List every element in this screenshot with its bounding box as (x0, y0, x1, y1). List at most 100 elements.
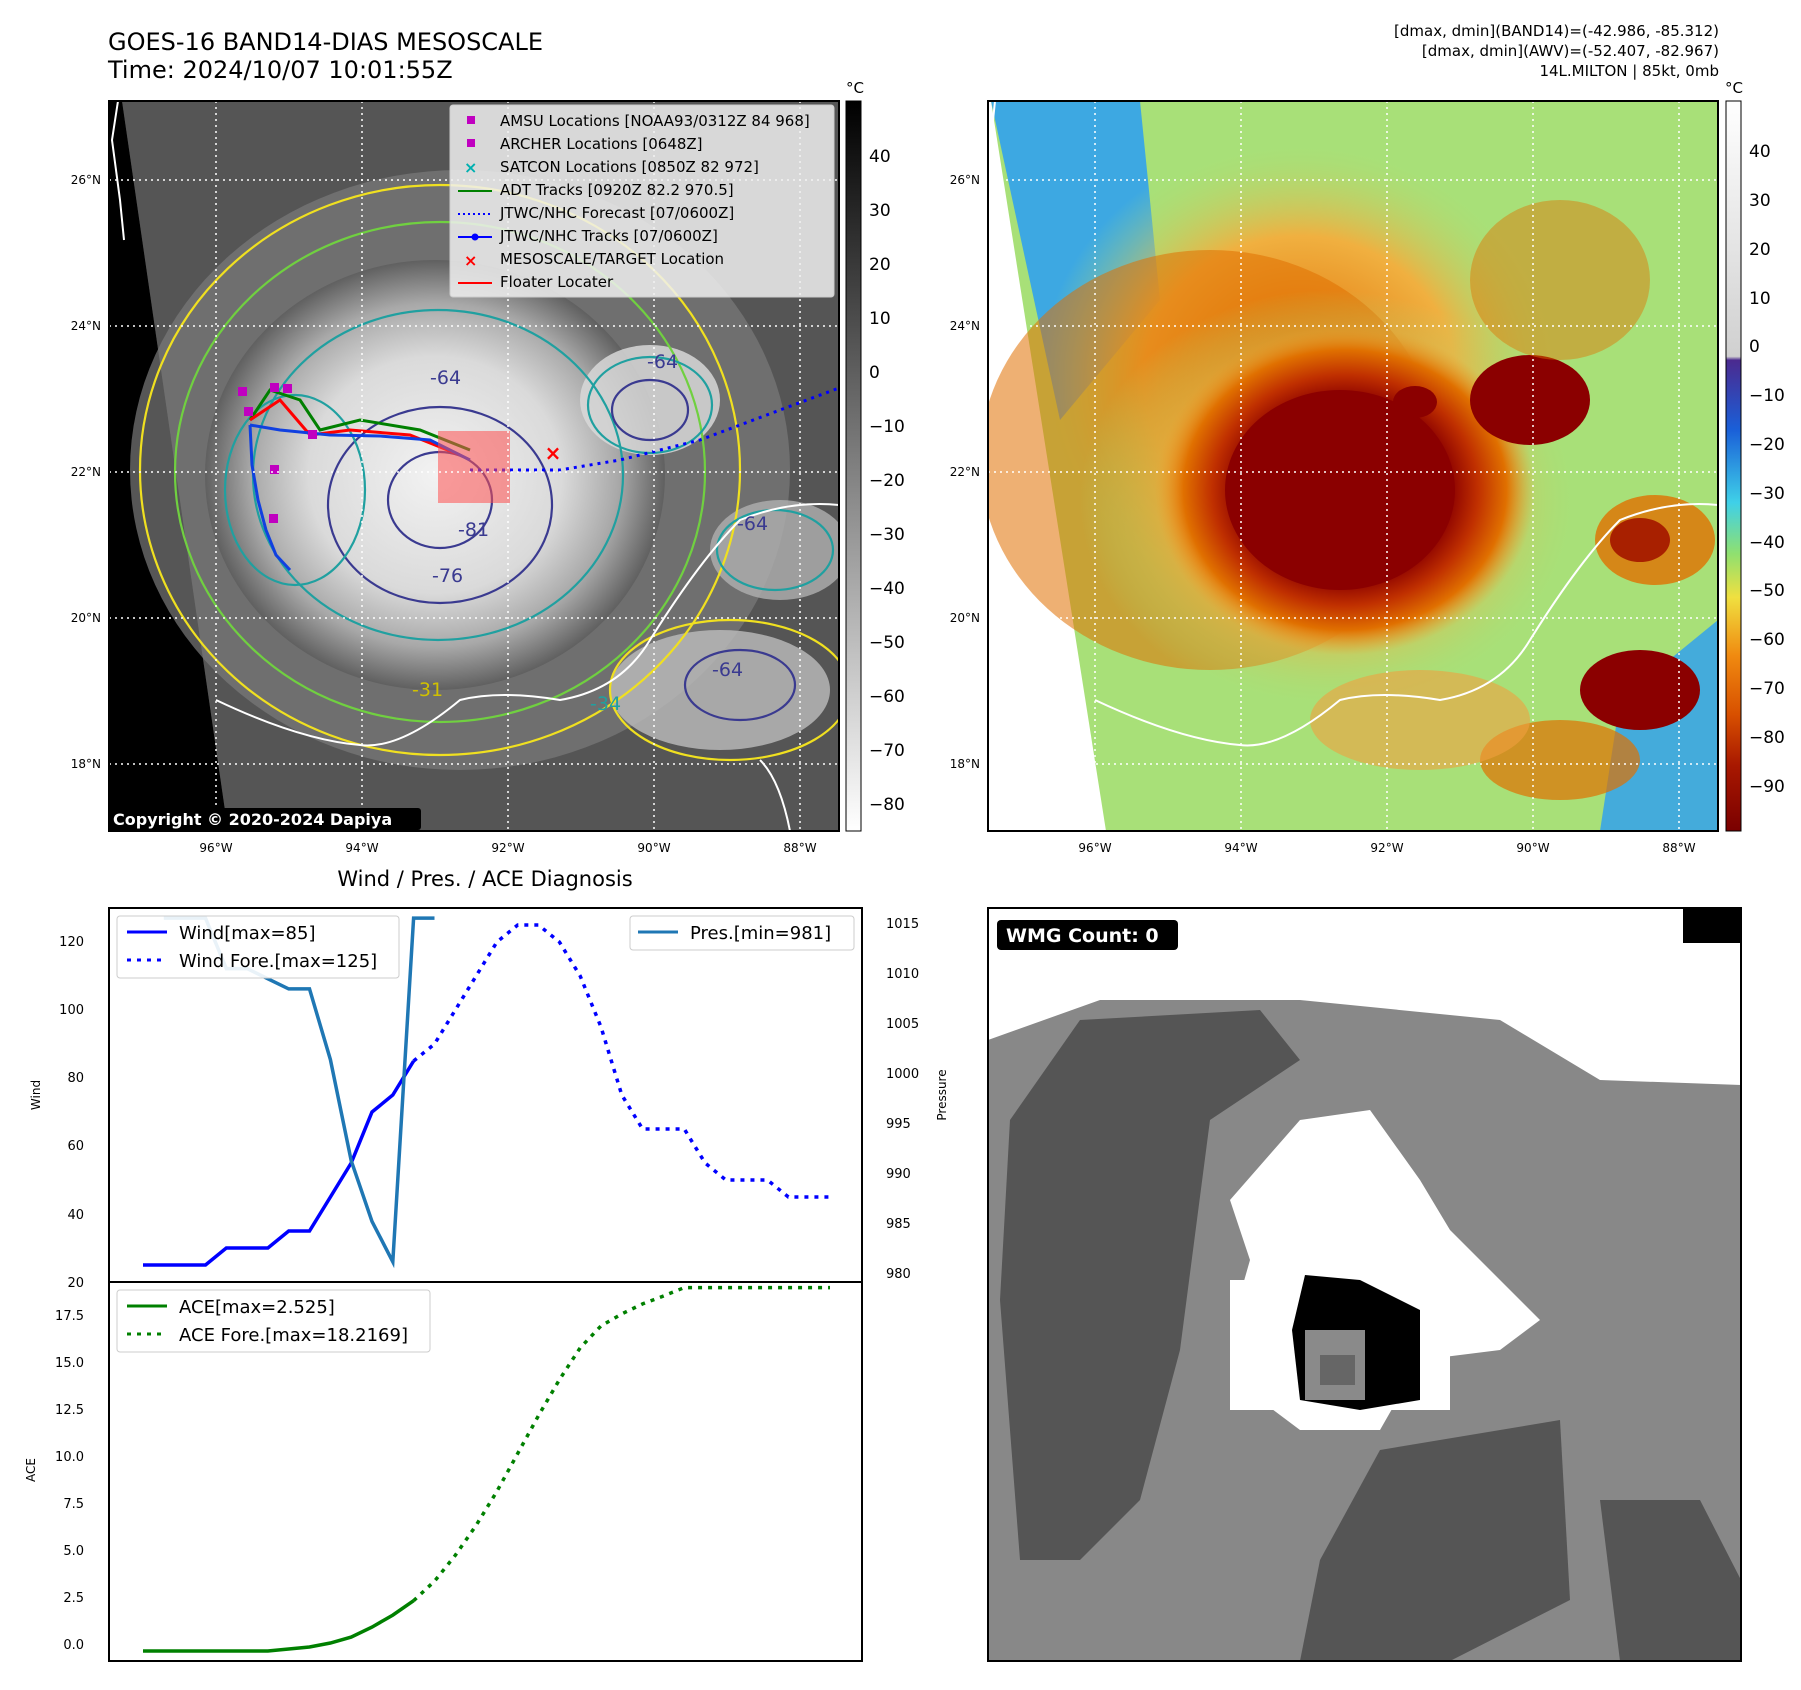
lon-label: 94°W (345, 841, 378, 855)
wind-line (143, 1060, 416, 1267)
pressure-tick: 990 (886, 1167, 911, 1182)
wmg-badge-text: WMG Count: 0 (1006, 925, 1159, 947)
awv-map-frame (987, 100, 1719, 832)
colorbar-tick: −90 (1749, 777, 1785, 797)
wind-tick: 80 (67, 1071, 84, 1086)
legend-marker-archer (467, 139, 475, 147)
lon-label: 96°W (1078, 841, 1111, 855)
colorbar-tick: −80 (869, 795, 905, 815)
wind-panel-title: Wind / Pres. / ACE Diagnosis (337, 867, 632, 891)
lon-label: 90°W (637, 841, 670, 855)
colorbar-tick: −70 (1749, 679, 1785, 699)
lon-label: 90°W (1516, 841, 1549, 855)
legend-entry-adt: ADT Tracks [0920Z 82.2 970.5] (500, 181, 734, 199)
colorbar-tick: −20 (1749, 435, 1785, 455)
wmg-panel (988, 908, 1741, 1661)
info-storm: 14L.MILTON | 85kt, 0mb (1539, 62, 1719, 80)
ir-map-panel: × (109, 101, 839, 831)
colorbar-tick: 0 (1749, 337, 1760, 357)
colorbar-tick: −20 (869, 471, 905, 491)
colorbar-tick: 20 (869, 255, 891, 275)
legend-entry-floater: Floater Locater (500, 273, 614, 291)
lon-label: 96°W (199, 841, 232, 855)
info-band14: [dmax, dmin](BAND14)=(-42.986, -85.312) (1394, 22, 1719, 40)
contour-labels: -64 -81 -76 -64 -64 -31 -34 -64 (412, 351, 768, 715)
ace-line (143, 1599, 415, 1653)
lat-label: 22°N (71, 465, 101, 479)
ace-tick: 12.5 (55, 1403, 84, 1418)
legend-entry-archer: ARCHER Locations [0648Z] (500, 135, 703, 153)
colorbar-tick: −30 (1749, 484, 1785, 504)
colorbar-color-unit: °C (1725, 79, 1743, 97)
lat-label: 20°N (71, 611, 101, 625)
legend-entry-ace: ACE[max=2.525] (179, 1297, 335, 1318)
wind-ylabel: Wind (29, 1080, 43, 1110)
lon-label: 88°W (783, 841, 816, 855)
pressure-ylabel: Pressure (935, 1069, 949, 1120)
wind-forecast-line (412, 923, 830, 1199)
wmg-frame (987, 907, 1742, 1662)
colorbar-color-ticks: 40 30 20 10 0 −10 −20 −30 −40 −50 −60 −7… (1749, 142, 1785, 797)
lon-labels-right: 96°W 94°W 92°W 90°W 88°W (1078, 841, 1695, 855)
lat-label: 24°N (71, 319, 101, 333)
legend-entry-forecast: JTWC/NHC Forecast [07/0600Z] (499, 204, 734, 222)
legend-entry-wind-forecast: Wind Fore.[max=125] (179, 951, 377, 972)
wind-tick: 20 (67, 1276, 84, 1291)
map-legend: AMSU Locations [NOAA93/0312Z 84 968] ARC… (449, 104, 835, 298)
contour-label: -76 (432, 565, 463, 587)
figure-title: GOES-16 BAND14-DIAS MESOSCALE (108, 28, 544, 56)
legend-marker-satcon: × (464, 158, 477, 177)
pressure-legend: Pres.[min=981] (629, 915, 855, 951)
colorbar-tick: 20 (1749, 240, 1771, 260)
lat-label: 22°N (950, 465, 980, 479)
colorbar-color (1725, 100, 1742, 832)
colorbar-tick: −40 (869, 579, 905, 599)
legend-entry-amsu: AMSU Locations [NOAA93/0312Z 84 968] (500, 112, 810, 130)
lon-label: 92°W (491, 841, 524, 855)
colorbar-tick: −50 (869, 633, 905, 653)
ace-tick: 5.0 (63, 1544, 84, 1559)
svg-text:×: × (545, 441, 562, 465)
contour-label: -34 (590, 693, 621, 715)
wind-legend: Wind[max=85] Wind Fore.[max=125] (116, 915, 400, 979)
lon-labels-left: 96°W 94°W 92°W 90°W 88°W (199, 841, 816, 855)
colorbar-tick: 10 (869, 309, 891, 329)
colorbar-gray-ticks: 40 30 20 10 0 −10 −20 −30 −40 −50 −60 −7… (869, 147, 905, 815)
ace-tick: 17.5 (55, 1309, 84, 1324)
pressure-tick: 980 (886, 1267, 911, 1282)
wmg-badge (997, 920, 1178, 950)
copyright-text: Copyright © 2020-2024 Dapiya (113, 810, 392, 829)
pressure-tick: 1000 (886, 1067, 919, 1082)
lat-label: 26°N (71, 173, 101, 187)
colorbar-tick: 0 (869, 363, 880, 383)
pressure-tick: 995 (886, 1117, 911, 1132)
legend-entry-satcon: SATCON Locations [0850Z 82 972] (500, 158, 759, 176)
legend-entry-pressure: Pres.[min=981] (690, 923, 831, 944)
wind-tick: 40 (67, 1208, 84, 1223)
pressure-tick: 985 (886, 1217, 911, 1232)
legend-entry-tracks: JTWC/NHC Tracks [07/0600Z] (499, 227, 718, 245)
contour-label: -64 (712, 659, 743, 681)
pressure-tick: 1010 (886, 967, 919, 982)
awv-map-panel (988, 101, 1718, 831)
colorbar-tick: 40 (869, 147, 891, 167)
lat-label: 18°N (950, 757, 980, 771)
colorbar-tick: 30 (869, 201, 891, 221)
lat-label: 24°N (950, 319, 980, 333)
wind-ticks: 120 100 80 60 40 20 (59, 935, 84, 1291)
pressure-ticks: 1015 1010 1005 1000 995 990 985 980 (886, 917, 919, 1282)
colorbar-tick: −50 (1749, 581, 1785, 601)
contour-label: -31 (412, 679, 443, 701)
colorbar-tick: −40 (1749, 533, 1785, 553)
ace-tick: 15.0 (55, 1356, 84, 1371)
colorbar-gray-unit: °C (846, 79, 864, 97)
contour-label: -81 (458, 519, 489, 541)
colorbar-tick: 30 (1749, 191, 1771, 211)
ace-legend: ACE[max=2.525] ACE Fore.[max=18.2169] (116, 1289, 431, 1353)
contour-label: -64 (647, 351, 678, 373)
ace-ylabel: ACE (24, 1458, 38, 1482)
legend-entry-target: MESOSCALE/TARGET Location (500, 250, 724, 268)
lon-label: 88°W (1662, 841, 1695, 855)
contour-label: -64 (430, 367, 461, 389)
